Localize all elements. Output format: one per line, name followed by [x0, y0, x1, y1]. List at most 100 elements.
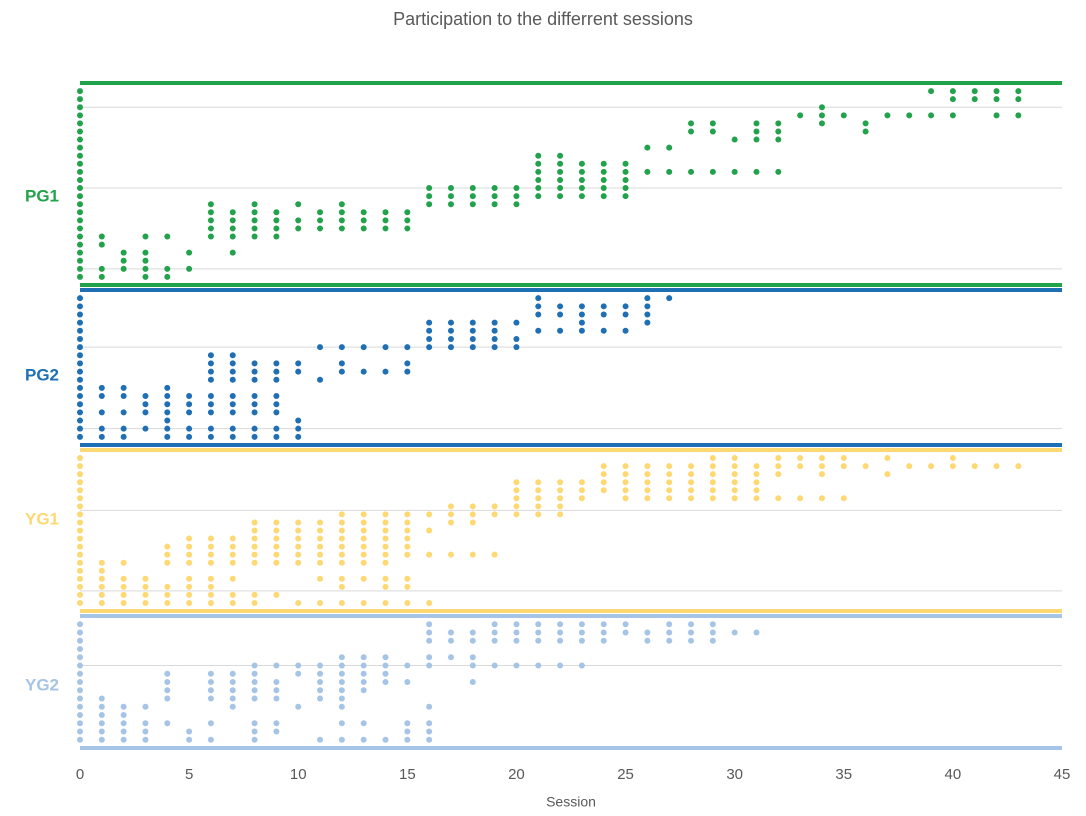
dot [77, 543, 83, 550]
dot [317, 695, 324, 702]
dot [535, 168, 542, 175]
dot [142, 736, 149, 743]
dot [949, 463, 956, 470]
dot [251, 368, 258, 375]
dot [600, 487, 607, 494]
dot [360, 519, 367, 526]
dot [600, 176, 607, 183]
dot [404, 511, 411, 518]
dot [207, 225, 214, 232]
dot [229, 409, 236, 416]
dot [557, 662, 564, 669]
dot [338, 201, 345, 208]
dot [557, 479, 564, 486]
dot [273, 559, 280, 566]
dot [447, 193, 454, 200]
dot [164, 433, 171, 440]
dot [513, 621, 520, 628]
dot [317, 225, 324, 232]
dot [295, 217, 302, 224]
dot [382, 225, 389, 232]
dot [273, 225, 280, 232]
dot [77, 551, 83, 558]
dot [535, 160, 542, 167]
dot [578, 662, 585, 669]
dot [164, 425, 171, 432]
dot [338, 662, 345, 669]
dot [775, 463, 782, 470]
dot [142, 257, 149, 264]
dot [382, 535, 389, 542]
dot [928, 88, 935, 95]
dot [77, 591, 83, 598]
dot [77, 104, 83, 111]
dot [426, 720, 433, 727]
dot [77, 401, 83, 408]
dot [186, 736, 193, 743]
dot [338, 527, 345, 534]
dot [447, 629, 454, 636]
dot [775, 495, 782, 502]
dot [731, 495, 738, 502]
dot [513, 637, 520, 644]
dot [469, 654, 476, 661]
dot [186, 535, 193, 542]
dot [993, 96, 1000, 103]
dot [207, 543, 214, 550]
dot [295, 201, 302, 208]
dot [709, 621, 716, 628]
dot [338, 543, 345, 550]
dot [928, 463, 935, 470]
dot [360, 654, 367, 661]
dot [251, 360, 258, 367]
x-tick-label: 10 [290, 766, 307, 783]
dot [426, 193, 433, 200]
dot [120, 599, 127, 606]
dot [317, 551, 324, 558]
group-label: YG2 [25, 675, 59, 694]
dot [818, 120, 825, 127]
dot [535, 487, 542, 494]
dot [578, 193, 585, 200]
dot [120, 575, 127, 582]
dot [404, 575, 411, 582]
dot [557, 152, 564, 159]
dot [229, 679, 236, 685]
dot [360, 736, 367, 743]
dot [622, 193, 629, 200]
dot [273, 368, 280, 375]
dot [207, 401, 214, 408]
dot [186, 265, 193, 272]
dot [949, 455, 956, 462]
dot [338, 679, 345, 685]
dot [229, 599, 236, 606]
dot [164, 583, 171, 590]
dot [251, 393, 258, 400]
dot [98, 559, 105, 566]
dot [469, 319, 476, 326]
dot [273, 728, 280, 735]
x-tick-label: 30 [726, 766, 743, 783]
dot [77, 376, 83, 383]
dot [77, 679, 83, 685]
dot [317, 209, 324, 216]
dot [251, 401, 258, 408]
dot [382, 209, 389, 216]
dot [513, 495, 520, 502]
dot [338, 217, 345, 224]
dot [251, 599, 258, 606]
dot [469, 344, 476, 351]
dot [622, 311, 629, 318]
dot [469, 201, 476, 208]
dot [382, 575, 389, 582]
dot [382, 543, 389, 550]
dot [666, 471, 673, 478]
dot [644, 168, 651, 175]
dot [77, 519, 83, 526]
dot [557, 176, 564, 183]
dot [120, 591, 127, 598]
dot [338, 519, 345, 526]
dot [622, 185, 629, 192]
dot [77, 527, 83, 534]
dot [273, 360, 280, 367]
